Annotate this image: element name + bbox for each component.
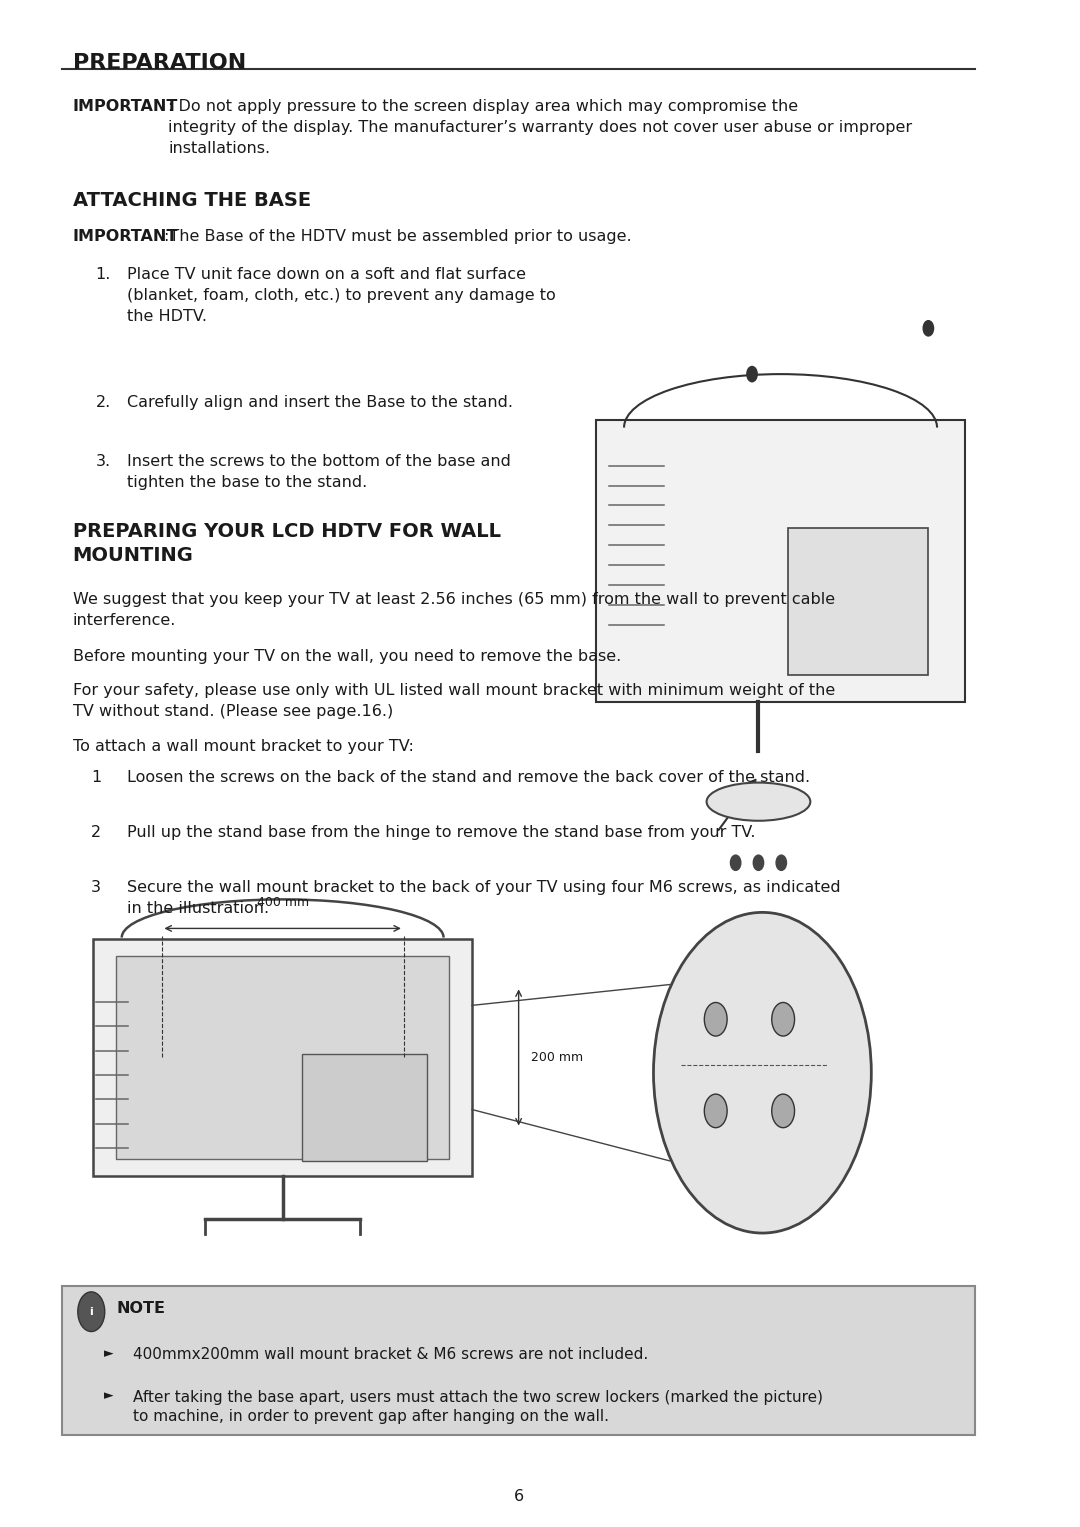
- Text: 3: 3: [92, 880, 102, 895]
- Text: IMPORTANT: IMPORTANT: [72, 229, 178, 244]
- Text: ATTACHING THE BASE: ATTACHING THE BASE: [72, 191, 311, 209]
- Text: ►: ►: [104, 1347, 113, 1361]
- Text: :The Base of the HDTV must be assembled prior to usage.: :The Base of the HDTV must be assembled …: [164, 229, 632, 244]
- Circle shape: [704, 1093, 727, 1127]
- Ellipse shape: [706, 782, 810, 820]
- Text: 2.: 2.: [95, 395, 110, 411]
- Text: Before mounting your TV on the wall, you need to remove the base.: Before mounting your TV on the wall, you…: [72, 649, 621, 664]
- FancyBboxPatch shape: [63, 1286, 975, 1435]
- Text: NOTE: NOTE: [117, 1301, 165, 1316]
- Circle shape: [730, 855, 741, 870]
- Text: 6: 6: [514, 1489, 524, 1504]
- Text: Loosen the screws on the back of the stand and remove the back cover of the stan: Loosen the screws on the back of the sta…: [126, 770, 810, 785]
- FancyBboxPatch shape: [93, 939, 472, 1176]
- Circle shape: [772, 1093, 795, 1127]
- Text: ►: ►: [104, 1390, 113, 1403]
- Text: i: i: [90, 1307, 93, 1316]
- Text: Place TV unit face down on a soft and flat surface
(blanket, foam, cloth, etc.) : Place TV unit face down on a soft and fl…: [126, 267, 555, 324]
- Circle shape: [777, 855, 786, 870]
- FancyBboxPatch shape: [117, 956, 449, 1159]
- Text: 400mmx200mm wall mount bracket & M6 screws are not included.: 400mmx200mm wall mount bracket & M6 scre…: [133, 1347, 648, 1362]
- Text: We suggest that you keep your TV at least 2.56 inches (65 mm) from the wall to p: We suggest that you keep your TV at leas…: [72, 592, 835, 629]
- Text: 1: 1: [92, 770, 102, 785]
- Text: Pull up the stand base from the hinge to remove the stand base from your TV.: Pull up the stand base from the hinge to…: [126, 825, 755, 840]
- Circle shape: [923, 321, 933, 336]
- Text: Insert the screws to the bottom of the base and
tighten the base to the stand.: Insert the screws to the bottom of the b…: [126, 454, 511, 490]
- Text: Carefully align and insert the Base to the stand.: Carefully align and insert the Base to t…: [126, 395, 513, 411]
- Circle shape: [704, 1002, 727, 1035]
- Text: IMPORTANT: IMPORTANT: [72, 99, 178, 115]
- Text: After taking the base apart, users must attach the two screw lockers (marked the: After taking the base apart, users must …: [133, 1390, 823, 1425]
- Text: 3.: 3.: [95, 454, 110, 469]
- Text: 1.: 1.: [95, 267, 111, 282]
- FancyBboxPatch shape: [301, 1054, 427, 1161]
- Circle shape: [747, 366, 757, 382]
- Circle shape: [753, 855, 764, 870]
- Text: PREPARING YOUR LCD HDTV FOR WALL
MOUNTING: PREPARING YOUR LCD HDTV FOR WALL MOUNTIN…: [72, 522, 501, 565]
- FancyBboxPatch shape: [788, 528, 928, 675]
- Text: To attach a wall mount bracket to your TV:: To attach a wall mount bracket to your T…: [72, 739, 414, 754]
- FancyBboxPatch shape: [596, 420, 964, 702]
- Text: 400 mm: 400 mm: [257, 895, 309, 909]
- Text: For your safety, please use only with UL listed wall mount bracket with minimum : For your safety, please use only with UL…: [72, 683, 835, 719]
- Text: 200 mm: 200 mm: [531, 1051, 583, 1064]
- Text: : Do not apply pressure to the screen display area which may compromise the
inte: : Do not apply pressure to the screen di…: [168, 99, 913, 156]
- Circle shape: [772, 1002, 795, 1035]
- Text: PREPARATION: PREPARATION: [72, 53, 246, 73]
- Text: Secure the wall mount bracket to the back of your TV using four M6 screws, as in: Secure the wall mount bracket to the bac…: [126, 880, 840, 916]
- Circle shape: [78, 1292, 105, 1332]
- Text: 2: 2: [92, 825, 102, 840]
- Circle shape: [653, 913, 872, 1234]
